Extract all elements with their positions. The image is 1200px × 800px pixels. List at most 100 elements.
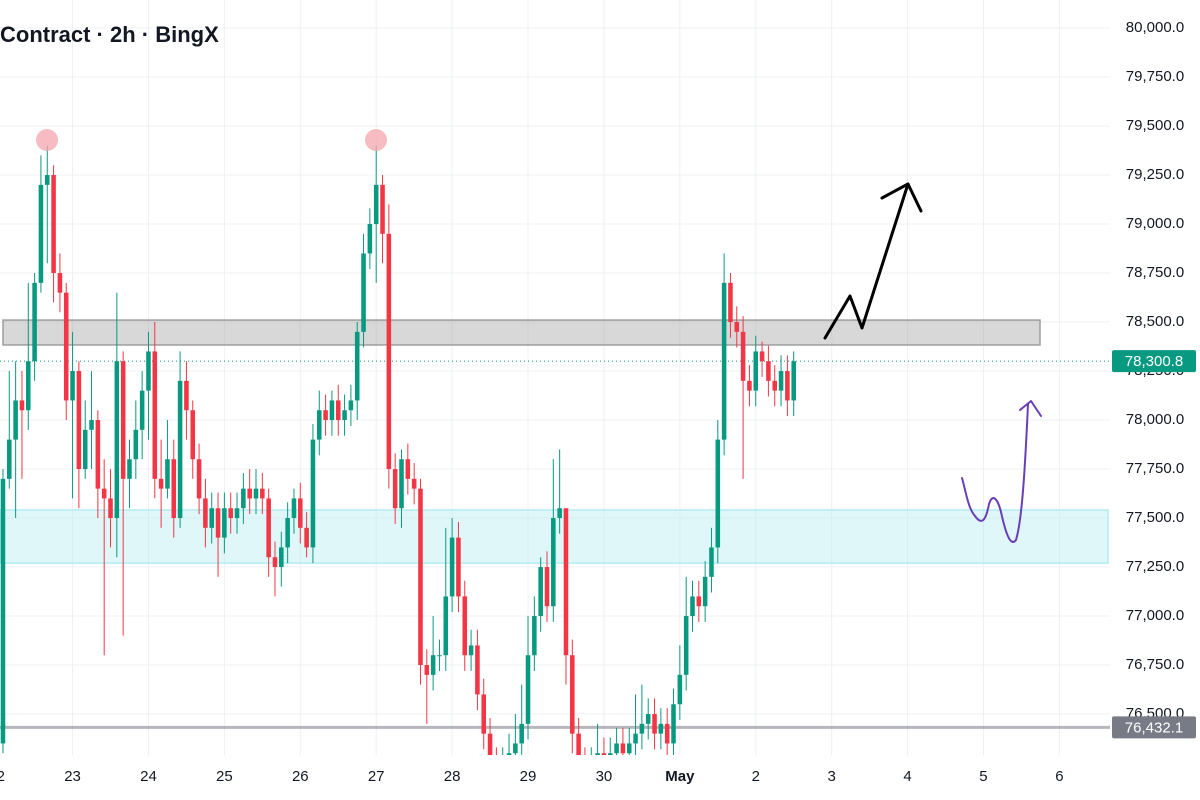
price-badge-label: 78,300.8 bbox=[1125, 353, 1183, 370]
candle-body bbox=[361, 253, 366, 332]
candle-body bbox=[367, 224, 373, 254]
candle-body bbox=[380, 184, 385, 234]
candle-body bbox=[709, 547, 714, 577]
candle-body bbox=[487, 733, 493, 755]
x-tick-label: 4 bbox=[903, 768, 911, 785]
candle-body bbox=[456, 537, 461, 597]
candle-body bbox=[785, 371, 790, 401]
candle-body bbox=[576, 733, 581, 755]
x-tick-label: 28 bbox=[444, 768, 461, 785]
y-tick-label: 78,000.0 bbox=[1126, 411, 1184, 428]
candle-body bbox=[734, 322, 740, 332]
x-tick-label: 2 bbox=[752, 768, 760, 785]
candle-body bbox=[677, 674, 683, 705]
candle-body bbox=[513, 743, 518, 754]
candle-body bbox=[329, 400, 335, 421]
price-badge bbox=[1112, 350, 1196, 373]
candle-body bbox=[570, 655, 575, 734]
candle-body bbox=[120, 361, 126, 479]
candle-body bbox=[184, 380, 189, 411]
candle-layer bbox=[0, 145, 796, 773]
candle-body bbox=[70, 371, 75, 401]
candle-body bbox=[32, 282, 37, 362]
candle-body bbox=[392, 469, 398, 509]
candle-body bbox=[664, 723, 670, 744]
candle-body bbox=[63, 292, 69, 401]
y-tick-label: 76,750.0 bbox=[1126, 656, 1184, 673]
drawn-squiggle bbox=[961, 403, 1029, 543]
candle-body bbox=[519, 723, 524, 744]
y-tick-label: 77,250.0 bbox=[1126, 558, 1184, 575]
candle-body bbox=[759, 351, 765, 362]
candle-body bbox=[76, 371, 82, 470]
y-tick-label: 80,000.0 bbox=[1126, 19, 1184, 36]
candle-body bbox=[690, 596, 695, 617]
candle-body bbox=[203, 498, 208, 528]
candle-body bbox=[348, 400, 354, 411]
candle-body bbox=[595, 753, 600, 755]
candle-body bbox=[500, 763, 505, 773]
candle-body bbox=[753, 351, 759, 391]
candle-body bbox=[89, 420, 94, 430]
candle-body bbox=[538, 567, 543, 617]
candle-body bbox=[316, 410, 322, 440]
candle-body bbox=[430, 655, 436, 675]
candle-body bbox=[475, 645, 480, 695]
high-marker bbox=[365, 129, 387, 151]
x-tick-label: 24 bbox=[140, 768, 157, 785]
candle-body bbox=[620, 743, 626, 754]
candle-body bbox=[209, 508, 215, 528]
candle-body bbox=[133, 429, 139, 460]
candle-body bbox=[373, 184, 379, 225]
candle-body bbox=[506, 753, 512, 755]
price-line-layer bbox=[0, 360, 1110, 729]
y-tick-label: 77,000.0 bbox=[1126, 607, 1184, 624]
candle-body bbox=[740, 331, 746, 381]
candle-body bbox=[44, 175, 50, 185]
x-tick-label: 27 bbox=[368, 768, 385, 785]
candle-body bbox=[165, 459, 170, 489]
candle-body bbox=[683, 616, 689, 675]
candle-body bbox=[95, 420, 101, 489]
candle-body bbox=[279, 547, 284, 568]
y-tick-label: 79,250.0 bbox=[1126, 166, 1184, 183]
candle-body bbox=[715, 439, 721, 548]
candle-body bbox=[108, 498, 113, 519]
candle-body bbox=[525, 655, 531, 724]
candle-body bbox=[190, 410, 196, 460]
candle-body bbox=[323, 410, 328, 421]
candle-body bbox=[310, 439, 316, 548]
price-badge bbox=[1112, 716, 1196, 739]
axis-layer: 76,500.076,750.077,000.077,250.077,500.0… bbox=[0, 19, 1196, 785]
candle-body bbox=[481, 694, 487, 734]
candle-body bbox=[171, 459, 177, 519]
candle-body bbox=[228, 508, 233, 519]
candle-body bbox=[82, 429, 88, 470]
candle-body bbox=[7, 439, 12, 479]
candle-body bbox=[139, 390, 145, 430]
candle-body bbox=[772, 380, 778, 391]
drawn-arrow bbox=[823, 182, 910, 340]
x-tick-label: 3 bbox=[827, 768, 835, 785]
candle-body bbox=[671, 704, 676, 744]
candle-body bbox=[272, 557, 278, 568]
y-tick-label: 78,750.0 bbox=[1126, 264, 1184, 281]
candle-body bbox=[728, 282, 733, 323]
candle-body bbox=[418, 488, 423, 666]
candle-body bbox=[633, 733, 638, 744]
x-tick-label: 6 bbox=[1055, 768, 1063, 785]
x-tick-label: May bbox=[665, 768, 695, 785]
x-tick-label: 26 bbox=[292, 768, 309, 785]
candle-body bbox=[778, 371, 784, 391]
y-tick-label: 78,500.0 bbox=[1126, 313, 1184, 330]
annotations bbox=[36, 129, 1042, 543]
candle-body bbox=[494, 763, 499, 773]
candle-body bbox=[589, 763, 594, 773]
candle-body bbox=[791, 361, 796, 401]
candle-body bbox=[114, 361, 120, 519]
candle-body bbox=[177, 380, 183, 519]
y-tick-label: 79,500.0 bbox=[1126, 117, 1184, 134]
candle-body bbox=[260, 488, 265, 499]
candle-body bbox=[766, 361, 771, 381]
